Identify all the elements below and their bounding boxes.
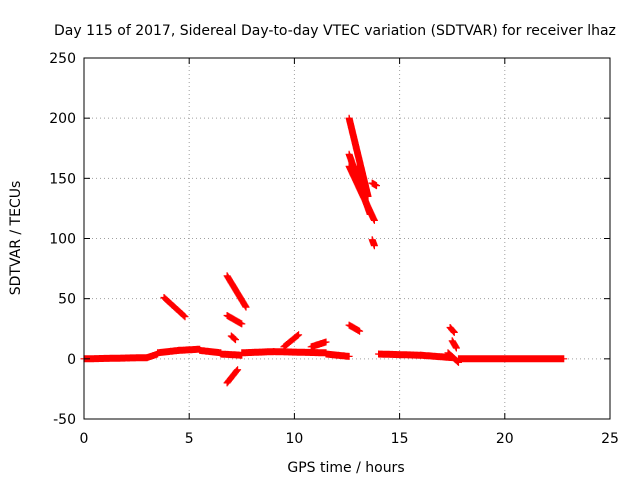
y-tick-label: 0: [67, 352, 76, 368]
data-point-cluster: [223, 272, 250, 311]
data-point-cluster: [322, 350, 353, 360]
chart-title: Day 115 of 2017, Sidereal Day-to-day VTE…: [54, 23, 616, 39]
data-point-cluster: [154, 346, 183, 357]
data-point-cluster: [368, 179, 380, 190]
data-point-cluster: [368, 236, 378, 250]
x-tick-label: 10: [285, 431, 303, 447]
data-point-cluster: [345, 321, 364, 335]
grid: [84, 58, 610, 419]
data-point-cluster: [448, 337, 460, 352]
x-tick-label: 0: [80, 431, 89, 447]
data-point-cluster: [223, 366, 242, 387]
data-points: [80, 114, 568, 387]
data-point-cluster: [455, 355, 568, 363]
data-point-cluster: [160, 294, 189, 321]
data-point-cluster: [307, 338, 330, 351]
x-axis-label: GPS time / hours: [287, 460, 404, 476]
y-tick-label: 250: [49, 51, 76, 67]
x-tick-label: 25: [601, 431, 619, 447]
y-axis-label: SDTVAR / TECUs: [8, 181, 24, 296]
x-tick-label: 20: [496, 431, 514, 447]
data-point-cluster: [175, 345, 204, 354]
y-tick-label: 50: [58, 292, 76, 308]
data-point-cluster: [280, 331, 303, 351]
x-tick-label: 15: [391, 431, 409, 447]
x-tick-label: 5: [185, 431, 194, 447]
data-point-cluster: [227, 332, 239, 344]
data-point-cluster: [223, 312, 246, 328]
data-point-cluster: [143, 350, 162, 362]
y-tick-label: 150: [49, 171, 76, 187]
data-point-cluster: [375, 350, 425, 359]
data-point-cluster: [446, 324, 458, 336]
data-point-cluster: [196, 346, 225, 357]
data-point-cluster: [269, 348, 330, 357]
y-tick-label: 200: [49, 111, 76, 127]
plot-frame: [83, 57, 611, 420]
data-point-cluster: [345, 162, 378, 224]
data-point-cluster: [444, 349, 462, 366]
data-point-cluster: [354, 162, 368, 188]
data-point-cluster: [80, 354, 151, 363]
data-point-cluster: [417, 351, 456, 362]
data-point-cluster: [217, 350, 246, 359]
y-tick-label: 100: [49, 232, 76, 248]
y-tick-label: -50: [53, 412, 76, 428]
